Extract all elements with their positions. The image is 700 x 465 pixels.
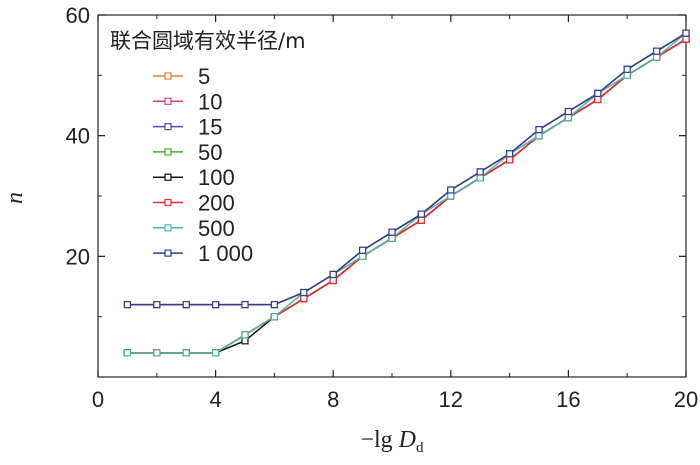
data-point — [241, 337, 249, 345]
data-point — [447, 192, 455, 200]
data-point — [506, 156, 514, 164]
x-tick-label: 16 — [556, 387, 580, 412]
data-point — [417, 216, 425, 224]
ticks — [97, 14, 687, 377]
data-point — [300, 294, 308, 303]
legend-label: 1 000 — [198, 241, 253, 266]
legend-item: 100 — [153, 165, 235, 190]
legend-label: 200 — [198, 191, 235, 216]
data-point — [359, 246, 367, 254]
data-point — [417, 210, 425, 218]
data-point — [153, 349, 161, 357]
x-axis-label-prefix: −lg — [360, 427, 398, 453]
data-point — [153, 301, 161, 309]
data-point — [329, 270, 337, 279]
x-axis-label-sub: d — [416, 440, 424, 456]
y-axis-label: n — [2, 192, 28, 204]
series-line — [127, 32, 687, 354]
tick-labels: 0 4 8 12 16 20 20 40 60 — [66, 3, 699, 412]
legend-marker — [164, 122, 172, 131]
y-tick-label: 40 — [66, 124, 90, 149]
data-point — [447, 186, 455, 194]
legend-marker — [164, 148, 172, 156]
data-point — [682, 29, 690, 37]
x-axis-label: −lg Dd — [360, 427, 424, 456]
data-point — [182, 301, 190, 309]
series-line — [127, 32, 687, 306]
data-point — [594, 95, 602, 104]
data-point — [652, 53, 661, 61]
data-point — [212, 301, 220, 309]
legend-marker — [164, 72, 172, 80]
y-tick-label: 20 — [66, 244, 90, 269]
data-point — [506, 150, 514, 158]
data-point — [564, 113, 573, 122]
legend-label: 50 — [198, 140, 222, 165]
legend-marker — [164, 249, 172, 257]
data-point — [388, 228, 396, 236]
legend-item: 5 — [153, 64, 210, 89]
data-point — [270, 301, 278, 309]
data-point — [476, 168, 484, 176]
x-tick-label: 8 — [327, 387, 339, 412]
data-point — [359, 252, 367, 260]
data-point — [270, 313, 278, 321]
data-point — [652, 47, 661, 55]
data-point — [212, 349, 220, 357]
data-point — [535, 126, 543, 134]
data-point — [623, 71, 631, 79]
data-point — [623, 65, 631, 73]
legend-item: 15 — [153, 115, 222, 140]
legend-item: 1 000 — [153, 241, 253, 266]
data-point — [123, 349, 132, 357]
legend-label: 100 — [198, 165, 235, 190]
data-point — [241, 301, 249, 309]
data-point — [476, 174, 484, 182]
data-point — [682, 35, 690, 43]
data-point — [241, 331, 249, 339]
x-tick-label: 0 — [92, 387, 104, 412]
y-tick-label: 60 — [66, 3, 90, 28]
legend-item: 500 — [153, 216, 235, 241]
series-layer — [123, 29, 690, 357]
data-point — [123, 301, 132, 309]
data-point — [535, 132, 543, 140]
x-axis-label-var: D — [398, 427, 416, 453]
x-tick-label: 4 — [209, 387, 221, 412]
x-tick-label: 12 — [439, 387, 463, 412]
legend-label: 10 — [198, 89, 222, 114]
series — [123, 29, 690, 309]
data-point — [564, 107, 573, 116]
data-point — [300, 288, 308, 297]
legend-marker — [164, 224, 172, 232]
legend-label: 15 — [198, 115, 222, 140]
x-tick-label: 20 — [674, 387, 698, 412]
legend-marker — [164, 97, 172, 105]
legend-item: 50 — [153, 140, 222, 165]
legend-label: 500 — [198, 216, 235, 241]
legend-item: 200 — [153, 191, 235, 216]
data-point — [182, 349, 190, 357]
data-point — [594, 89, 602, 98]
legend-marker — [164, 173, 172, 181]
data-point — [329, 276, 337, 285]
plot-frame — [97, 14, 687, 378]
data-point — [388, 234, 396, 242]
legend-label: 5 — [198, 64, 210, 89]
legend-marker — [164, 198, 172, 207]
legend-item: 10 — [153, 89, 222, 114]
legend-title: 联合圆域有效半径/m — [110, 29, 306, 53]
